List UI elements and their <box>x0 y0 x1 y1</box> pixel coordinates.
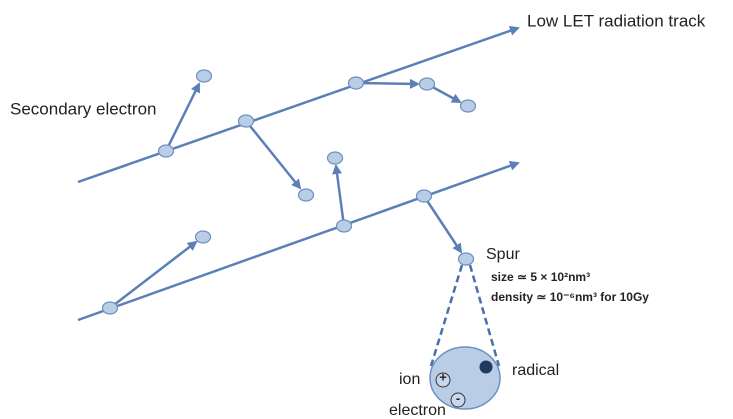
radical-label: radical <box>512 362 559 379</box>
plus-sign: + <box>439 369 447 384</box>
track-label: Low LET radiation track <box>527 11 706 30</box>
density-label: density ≃ 10⁻⁶nm³ for 10Gy <box>491 290 649 304</box>
arrow <box>336 166 344 226</box>
spur-zoom <box>430 265 500 409</box>
node <box>103 302 118 314</box>
arrow <box>356 83 418 84</box>
secondary-label: Secondary electron <box>10 99 156 118</box>
node <box>328 152 343 164</box>
labels: Low LET radiation track Secondary electr… <box>10 11 706 419</box>
size-label: size ≃ 5 × 10²nm³ <box>491 270 590 284</box>
electron-label: electron <box>389 402 446 419</box>
node <box>196 231 211 243</box>
arrow <box>110 242 196 308</box>
node <box>417 190 432 202</box>
node <box>349 77 364 89</box>
node <box>461 100 476 112</box>
node <box>299 189 314 201</box>
spur-label: Spur <box>486 246 520 263</box>
node <box>159 145 174 157</box>
arrow <box>246 121 300 188</box>
minus-sign: - <box>456 390 460 405</box>
nodes <box>103 70 476 314</box>
node <box>420 78 435 90</box>
radical-dot <box>480 361 493 374</box>
tracks <box>78 28 518 320</box>
diagram: Low LET radiation track Secondary electr… <box>0 0 733 419</box>
node <box>337 220 352 232</box>
node <box>239 115 254 127</box>
ion-label: ion <box>399 371 420 388</box>
node <box>197 70 212 82</box>
arrow <box>424 196 461 252</box>
node <box>459 253 474 265</box>
